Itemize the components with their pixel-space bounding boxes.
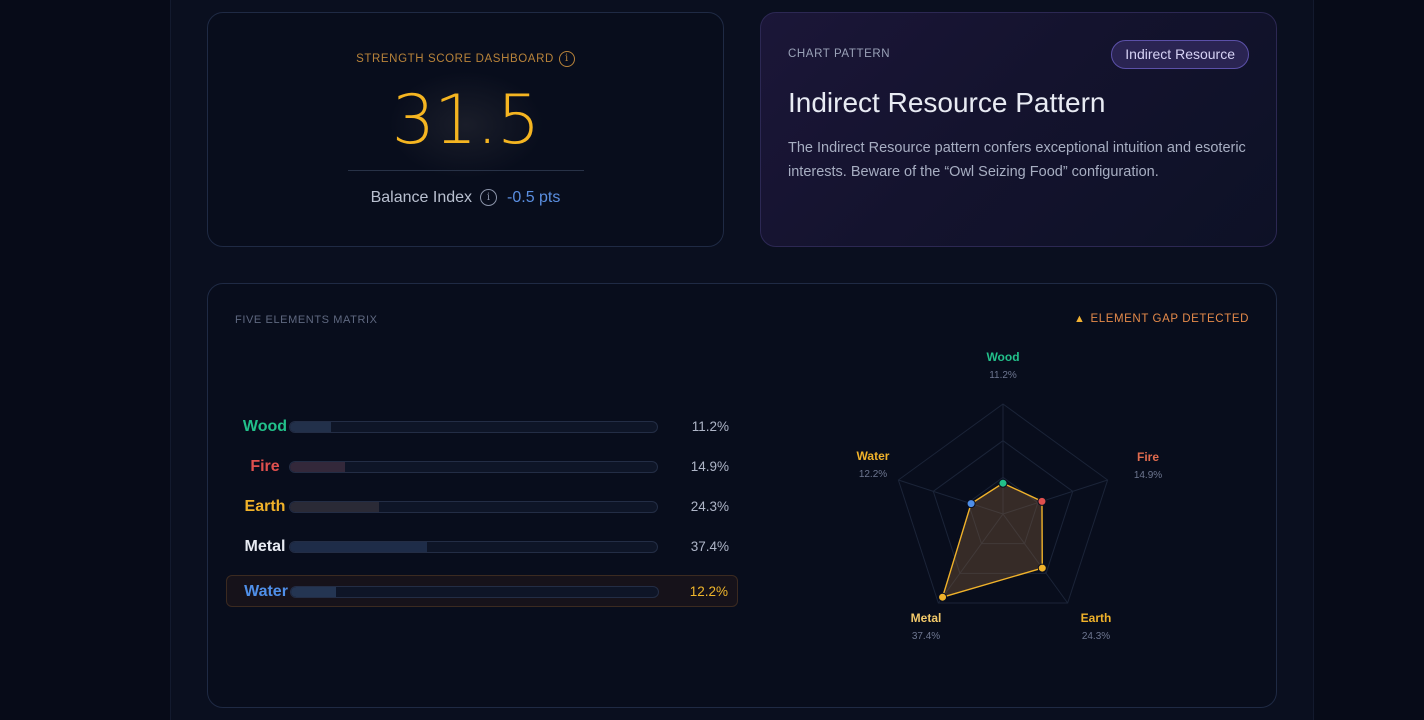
element-bar-track [290,586,659,598]
element-percent: 14.9% [690,459,729,474]
element-label: Metal [244,538,286,555]
element-bar-track [289,461,658,473]
balance-index-row: Balance Index i -0.5 pts [208,189,723,207]
element-bar-track [289,421,658,433]
element-row-wood[interactable]: Wood 11.2% [226,411,738,443]
radar-grid-ring [967,476,1039,545]
element-label: Earth [244,498,286,515]
radar-point-metal [938,592,948,602]
element-percent: 12.2% [689,584,728,599]
balance-index-value: -0.5 pts [507,189,561,206]
element-row-earth[interactable]: Earth 24.3% [226,491,738,523]
matrix-title: FIVE ELEMENTS MATRIX [235,314,378,326]
radar-data-polygon [941,482,1043,599]
element-gap-alert-text: ELEMENT GAP DETECTED [1090,313,1249,325]
radar-grid-ring [932,440,1074,574]
element-bar-track [289,501,658,513]
balance-index-label: Balance Index [370,189,473,206]
balance-info-icon[interactable]: i [480,189,498,207]
element-row-water[interactable]: Water 12.2% [226,575,738,607]
strength-score-value: 31.5 [391,81,540,160]
score-label: STRENGTH SCORE DASHBOARD [356,53,554,66]
element-bar-track [289,541,658,553]
chart-pattern-card: CHART PATTERN Indirect Resource Indirect… [760,12,1277,247]
pattern-description: The Indirect Resource pattern confers ex… [788,140,1246,180]
radar-percent-earth: 24.3% [1082,631,1110,642]
radar-point-earth [1037,563,1047,573]
pattern-title: Indirect Resource Pattern [788,87,1106,118]
element-percent: 37.4% [690,539,729,554]
radar-spoke [1002,513,1069,604]
element-row-metal[interactable]: Metal 37.4% [226,531,738,563]
element-label: Water [244,583,288,600]
radar-label-earth: Earth [1081,611,1112,625]
radar-spoke [1002,479,1108,515]
radar-label-water: Water [857,449,890,463]
score-glow [388,71,544,179]
element-row-fire[interactable]: Fire 14.9% [226,451,738,483]
element-percent: 11.2% [691,419,729,434]
radar-point-wood [998,478,1008,488]
element-gap-alert: ▲ ELEMENT GAP DETECTED [1074,313,1249,325]
radar-point-water [966,499,976,509]
element-bar-fill [290,502,379,512]
info-icon[interactable]: i [558,51,575,67]
five-elements-matrix-card: FIVE ELEMENTS MATRIX ▲ ELEMENT GAP DETECT… [207,283,1277,708]
radar-spoke [898,479,1004,515]
pattern-kicker: CHART PATTERN [788,48,891,60]
element-label: Fire [250,458,280,475]
radar-point-fire [1037,496,1047,506]
radar-label-fire: Fire [1137,450,1159,464]
warning-icon: ▲ [1073,313,1086,325]
radar-percent-fire: 14.9% [1134,470,1162,481]
radar-grid-ring [897,403,1109,604]
score-label-row: STRENGTH SCORE DASHBOARD i [208,51,723,67]
element-percent: 24.3% [690,499,729,514]
radar-label-wood: Wood [986,350,1019,364]
radar-spoke [937,513,1004,604]
score-divider [348,170,584,171]
element-bar-fill [291,587,336,597]
strength-score-card: STRENGTH SCORE DASHBOARD i 31.5 Balance I… [207,12,724,247]
pattern-badge[interactable]: Indirect Resource [1111,40,1249,69]
radar-label-metal: Metal [911,611,942,625]
element-bar-fill [290,422,331,432]
radar-percent-metal: 37.4% [912,631,940,642]
element-radar-chart: Wood 11.2% Fire 14.9% Earth 24.3% Metal 37.4% Wa… [857,350,1163,642]
radar-percent-wood: 11.2% [989,370,1017,381]
radar-percent-water: 12.2% [859,469,887,480]
element-bar-fill [290,462,345,472]
element-label: Wood [242,418,288,435]
element-bar-fill [290,542,427,552]
